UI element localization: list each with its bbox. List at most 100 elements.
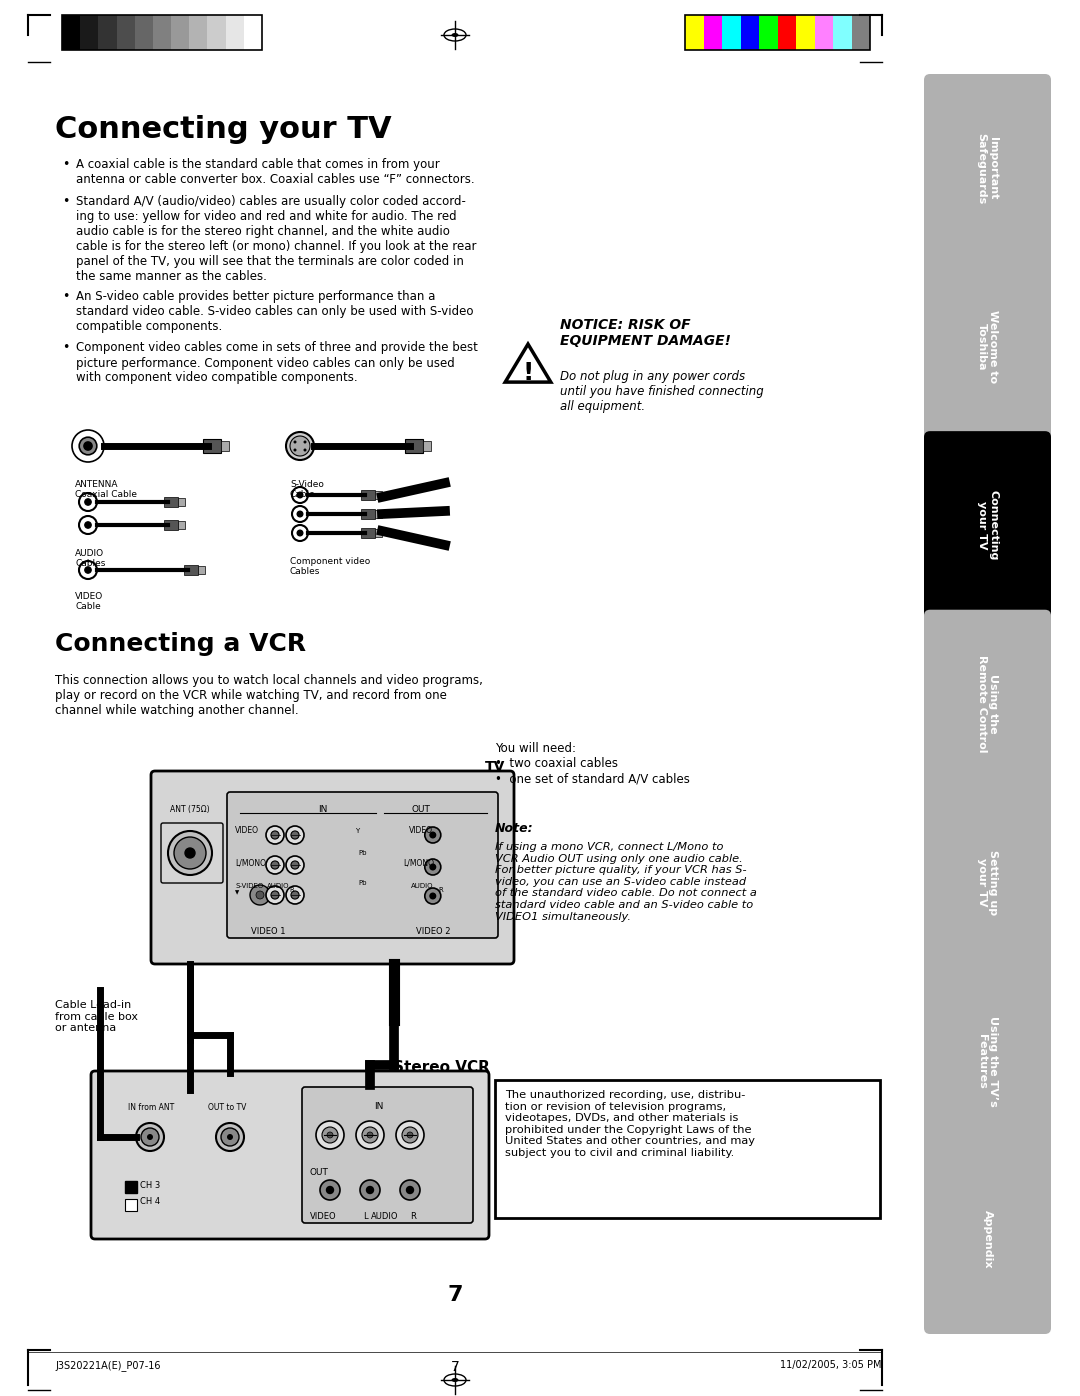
Text: R: R (438, 886, 444, 893)
Text: S-VIDEO: S-VIDEO (235, 884, 264, 889)
Circle shape (303, 448, 307, 451)
Circle shape (85, 522, 91, 528)
Circle shape (297, 530, 302, 536)
Text: •: • (62, 290, 69, 303)
Circle shape (271, 831, 279, 839)
Bar (423, 441, 431, 451)
Circle shape (185, 847, 195, 859)
Text: VIDEO
Cable: VIDEO Cable (75, 592, 104, 611)
Text: TV: TV (485, 759, 505, 773)
Text: AUDIO
Cables: AUDIO Cables (75, 549, 106, 568)
Bar (135, 15, 153, 50)
Text: Connecting a VCR: Connecting a VCR (55, 632, 306, 656)
Circle shape (249, 885, 270, 905)
Circle shape (147, 1134, 153, 1141)
Bar (226, 15, 244, 50)
Bar (814, 15, 833, 50)
Bar (723, 15, 741, 50)
Text: •: • (62, 342, 69, 355)
Circle shape (271, 891, 279, 899)
Circle shape (266, 826, 284, 845)
Text: OUT: OUT (310, 1168, 329, 1177)
Circle shape (291, 831, 299, 839)
Text: You will need:
•  two coaxial cables
•  one set of standard A/V cables: You will need: • two coaxial cables • on… (495, 743, 690, 785)
Circle shape (84, 443, 92, 450)
Bar (198, 565, 205, 574)
Bar (703, 15, 723, 50)
Text: ANTENNA
Coaxial Cable: ANTENNA Coaxial Cable (75, 480, 137, 500)
Text: Using the
Remote Control: Using the Remote Control (976, 655, 998, 752)
Circle shape (266, 886, 284, 905)
Bar (207, 15, 226, 50)
Text: AUDIO: AUDIO (267, 884, 289, 889)
Bar (164, 519, 178, 530)
Circle shape (85, 567, 91, 574)
Bar (685, 15, 870, 50)
Bar (80, 15, 98, 50)
Bar (361, 528, 375, 537)
Bar (117, 15, 135, 50)
FancyBboxPatch shape (151, 771, 514, 965)
Bar (375, 491, 382, 498)
Circle shape (294, 441, 297, 444)
Circle shape (297, 493, 302, 498)
Bar (361, 510, 375, 519)
Bar (833, 15, 851, 50)
Bar (171, 15, 189, 50)
Bar (851, 15, 870, 50)
Bar (125, 1199, 137, 1210)
Circle shape (316, 1121, 345, 1149)
Bar (153, 15, 171, 50)
Text: J3S20221A(E)_P07-16: J3S20221A(E)_P07-16 (55, 1360, 161, 1371)
Bar (184, 565, 198, 575)
Text: If using a mono VCR, connect L/Mono to
VCR Audio OUT using only one audio cable.: If using a mono VCR, connect L/Mono to V… (495, 842, 757, 921)
Circle shape (256, 891, 264, 899)
Text: Connecting
your TV: Connecting your TV (976, 490, 998, 561)
Text: Pb: Pb (359, 850, 367, 856)
Text: The unauthorized recording, use, distribu-
tion or revision of television progra: The unauthorized recording, use, distrib… (505, 1090, 755, 1159)
Circle shape (430, 893, 435, 899)
Bar (361, 490, 375, 500)
Circle shape (356, 1121, 384, 1149)
Text: •: • (62, 195, 69, 208)
Text: VIDEO 1: VIDEO 1 (251, 927, 285, 935)
Circle shape (430, 864, 435, 870)
Circle shape (291, 861, 299, 870)
Text: Welcome to
Toshiba: Welcome to Toshiba (976, 310, 998, 384)
FancyBboxPatch shape (227, 792, 498, 938)
Text: 11/02/2005, 3:05 PM: 11/02/2005, 3:05 PM (781, 1360, 882, 1369)
Bar (164, 497, 178, 507)
Text: L/MONO: L/MONO (235, 859, 266, 867)
Circle shape (297, 511, 302, 517)
Circle shape (286, 886, 303, 905)
Bar (796, 15, 814, 50)
Text: VIDEO: VIDEO (235, 826, 259, 835)
Text: Cable Lead-in
from cable box
or antenna: Cable Lead-in from cable box or antenna (55, 1000, 138, 1033)
FancyBboxPatch shape (302, 1087, 473, 1223)
Bar (375, 510, 382, 518)
Circle shape (141, 1128, 159, 1146)
Circle shape (85, 498, 91, 505)
Text: Pb: Pb (359, 879, 367, 886)
Bar (178, 521, 185, 529)
Text: Stereo VCR: Stereo VCR (393, 1060, 490, 1075)
Text: 7: 7 (450, 1360, 459, 1374)
FancyBboxPatch shape (924, 1146, 1051, 1335)
FancyBboxPatch shape (924, 74, 1051, 262)
Circle shape (406, 1187, 414, 1194)
Text: Using the TV’s
Features: Using the TV’s Features (976, 1016, 998, 1107)
Text: !: ! (523, 362, 534, 385)
Circle shape (221, 1128, 239, 1146)
Text: •: • (62, 158, 69, 170)
Text: This connection allows you to watch local channels and video programs,
play or r: This connection allows you to watch loca… (55, 674, 483, 718)
Bar (62, 15, 262, 50)
Circle shape (286, 826, 303, 845)
Bar (62, 15, 80, 50)
Text: A coaxial cable is the standard cable that comes in from your
antenna or cable c: A coaxial cable is the standard cable th… (76, 158, 474, 186)
Circle shape (366, 1187, 374, 1194)
Circle shape (360, 1180, 380, 1201)
Ellipse shape (451, 34, 459, 38)
Circle shape (400, 1180, 420, 1201)
Circle shape (424, 888, 441, 905)
Text: IN from ANT: IN from ANT (129, 1103, 174, 1113)
